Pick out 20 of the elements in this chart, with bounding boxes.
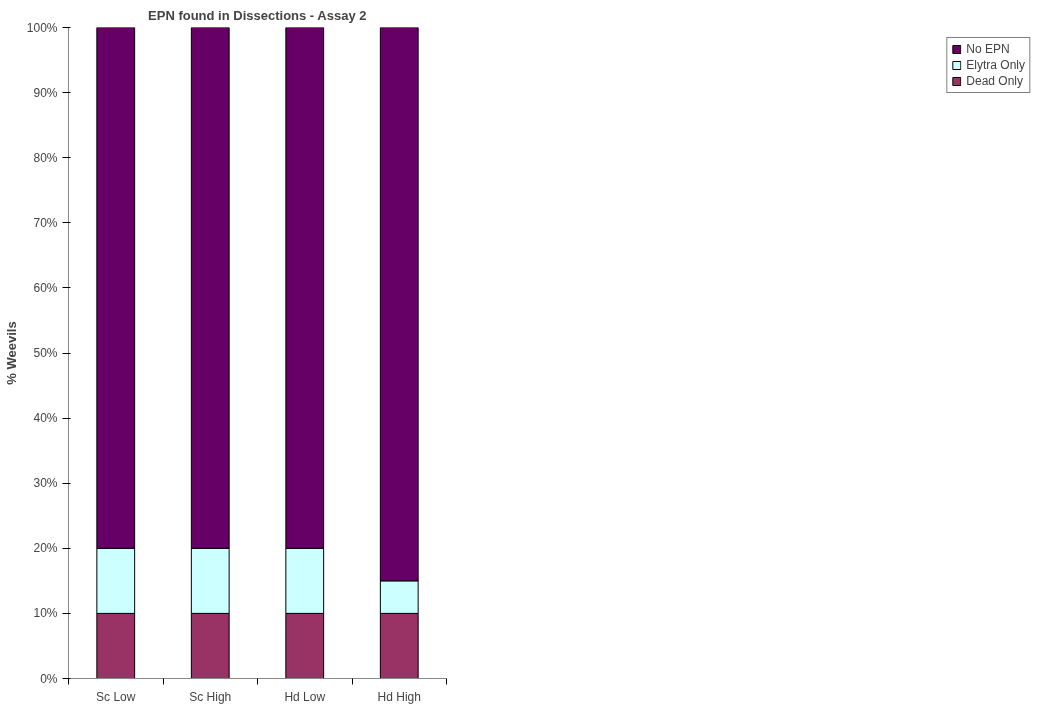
y-tick-label: 70% — [33, 215, 58, 230]
x-tick-label: Sc High — [189, 689, 232, 704]
y-tick-label: 20% — [33, 541, 58, 556]
y-tick-label: 80% — [33, 150, 58, 165]
legend-label: Elytra Only — [966, 58, 1025, 72]
x-tick-label: Hd Low — [284, 689, 326, 704]
chart-title: EPN found in Dissections - Assay 2 — [148, 7, 367, 23]
y-tick-label: 30% — [33, 476, 58, 491]
x-tick-label: Sc Low — [96, 689, 136, 704]
y-tick-label: 10% — [33, 606, 58, 621]
y-tick-label: 90% — [33, 85, 58, 100]
y-axis-title: % Weevils — [3, 321, 19, 385]
legend-label: No EPN — [966, 42, 1010, 56]
y-tick-label: 40% — [33, 411, 58, 426]
x-tick-label: Hd High — [377, 689, 421, 704]
y-tick-label: 50% — [33, 346, 58, 360]
legend-label: Dead Only — [966, 74, 1024, 88]
y-tick-label: 60% — [33, 280, 58, 295]
y-tick-label: 0% — [40, 671, 58, 686]
y-tick-label: 100% — [26, 20, 58, 35]
